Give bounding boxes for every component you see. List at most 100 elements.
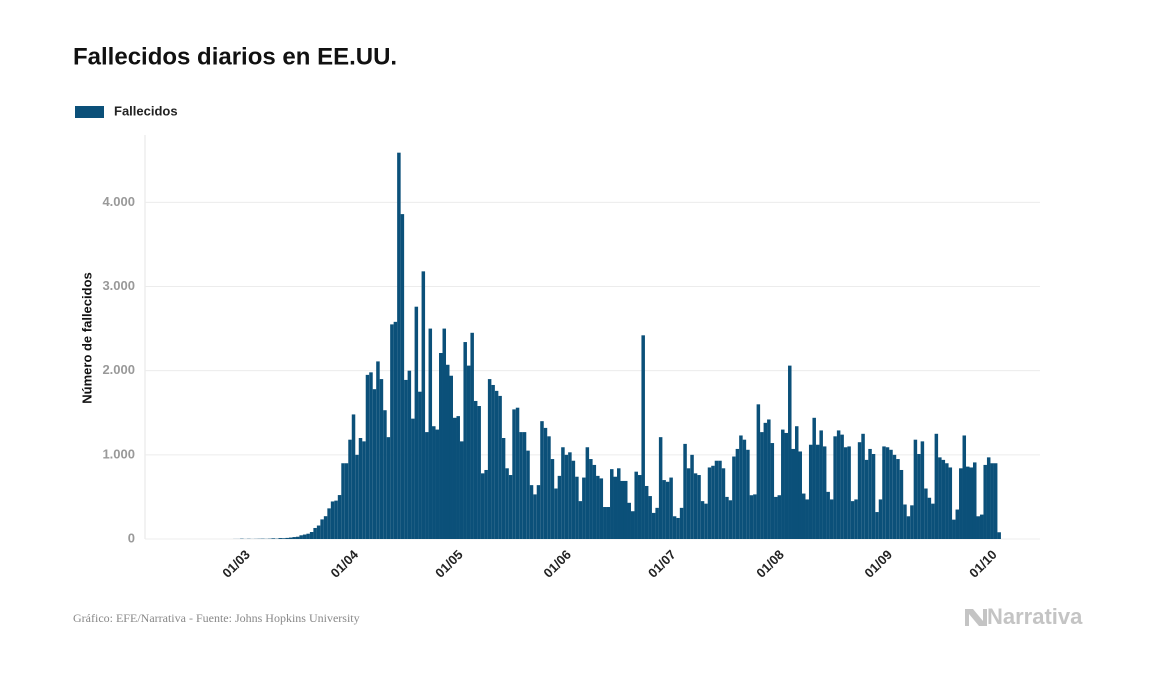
bar: [442, 328, 447, 539]
bar: [369, 372, 373, 539]
bar: [508, 475, 513, 539]
bar: [665, 481, 670, 539]
bar: [808, 444, 813, 539]
bar: [637, 475, 642, 539]
bar: [906, 516, 911, 539]
bar: [599, 478, 604, 539]
bar: [337, 495, 342, 539]
bar: [344, 463, 349, 539]
bar: [819, 430, 823, 539]
logo: Narrativa: [965, 604, 1083, 629]
bar: [910, 505, 914, 539]
bar: [309, 532, 314, 539]
bar: [603, 507, 607, 539]
bar: [770, 443, 775, 539]
bar: [383, 410, 387, 539]
bar: [934, 433, 939, 539]
bar: [407, 370, 412, 539]
bar: [491, 384, 495, 539]
y-tick-label: 1.000: [102, 446, 135, 461]
bar: [446, 364, 450, 539]
bar: [606, 507, 611, 539]
bar: [421, 271, 426, 539]
bar: [456, 416, 460, 539]
bar: [941, 459, 946, 539]
bar: [334, 500, 338, 539]
bar: [596, 475, 600, 539]
x-tick-label: 01/03: [219, 547, 253, 581]
bar: [292, 537, 296, 539]
bar: [617, 468, 621, 539]
bar: [732, 456, 736, 539]
bar: [903, 504, 907, 539]
bar: [522, 432, 527, 539]
bar: [470, 332, 474, 539]
bar: [962, 435, 967, 539]
bar: [592, 464, 597, 539]
bar: [519, 432, 523, 539]
bar: [864, 459, 869, 539]
bar: [529, 485, 534, 539]
bar: [473, 400, 478, 539]
bar: [913, 439, 918, 539]
bar: [976, 516, 980, 539]
bar: [585, 447, 590, 539]
bar: [662, 480, 666, 539]
bar: [889, 449, 893, 539]
bar: [543, 427, 548, 539]
bar: [327, 508, 331, 539]
bar: [840, 434, 844, 539]
logo-mark: [965, 609, 987, 626]
bar: [753, 494, 757, 539]
bar: [972, 462, 977, 539]
bar: [833, 436, 837, 539]
bar: [393, 321, 398, 539]
bar: [896, 459, 900, 539]
bar: [693, 473, 698, 539]
bar: [707, 467, 712, 539]
bar: [320, 519, 324, 539]
bar: [536, 485, 541, 539]
logo-text: Narrativa: [987, 604, 1083, 629]
bar: [938, 457, 942, 539]
bar: [878, 499, 883, 539]
bar: [714, 460, 719, 539]
bar: [997, 532, 1001, 539]
bar: [756, 404, 761, 539]
bar: [564, 454, 569, 539]
bar: [735, 448, 740, 539]
bar: [505, 468, 509, 539]
bar: [313, 527, 317, 539]
bar: [686, 468, 691, 539]
bar: [418, 391, 422, 539]
bar: [613, 476, 618, 539]
legend-swatch: [75, 106, 104, 118]
bar: [425, 432, 429, 539]
bar: [801, 493, 806, 539]
bar: [466, 365, 471, 539]
bar: [697, 475, 701, 539]
bar: [948, 467, 953, 539]
bar: [302, 534, 307, 539]
bar: [634, 471, 638, 539]
bar: [623, 480, 628, 539]
bar: [480, 473, 485, 539]
bar: [920, 441, 925, 539]
bar: [690, 454, 694, 539]
bar: [704, 503, 708, 539]
bar: [330, 501, 335, 539]
bar: [725, 496, 729, 539]
bar: [452, 417, 457, 539]
bar: [658, 437, 663, 539]
bar: [547, 436, 551, 539]
bar: [655, 507, 659, 539]
bar: [798, 451, 802, 539]
bar: [843, 447, 848, 539]
bar: [899, 469, 904, 539]
bar: [927, 497, 932, 539]
bar: [784, 432, 789, 539]
bar: [578, 501, 583, 539]
bar: [515, 407, 520, 539]
bar: [805, 499, 809, 539]
bar: [986, 457, 991, 539]
